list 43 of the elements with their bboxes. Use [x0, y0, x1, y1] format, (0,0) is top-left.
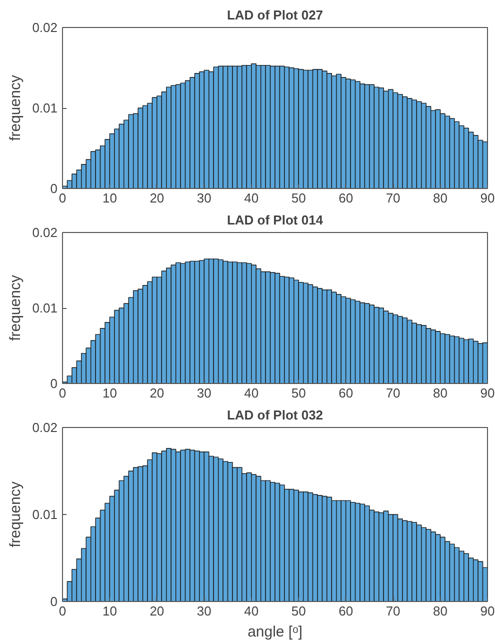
x-tick-label: 10	[102, 190, 117, 206]
x-axis-title: angle [ᵒ]	[248, 624, 302, 640]
chart-title: LAD of Plot 027	[226, 8, 324, 22]
x-tick-label: 10	[102, 386, 117, 400]
x-tick-label: 40	[244, 604, 259, 618]
x-tick-label: 90	[480, 386, 495, 400]
x-tick-label: 80	[433, 604, 448, 618]
y-tick-label: 0	[50, 181, 58, 196]
x-tick-label: 80	[433, 190, 448, 206]
y-axis-title: frequency	[7, 74, 24, 141]
y-tick-label: 0	[50, 376, 58, 391]
x-tick-label: 50	[291, 604, 306, 618]
x-tick-label: 60	[338, 386, 354, 400]
x-tick-label: 60	[338, 190, 354, 206]
x-tick-label: 30	[196, 190, 212, 206]
x-tick-label: 40	[244, 190, 259, 206]
y-tick-label: 0	[50, 594, 58, 609]
x-tick-label: 70	[386, 386, 400, 400]
chart-title: LAD of Plot 014	[226, 212, 324, 228]
x-tick-label: 40	[244, 386, 259, 400]
y-tick-label: 0.01	[32, 507, 58, 522]
y-axis-title: frequency	[7, 274, 24, 341]
x-tick-label: 30	[196, 386, 212, 400]
y-tick-label: 0.02	[32, 225, 58, 240]
x-tick-label: 90	[480, 190, 495, 206]
y-tick-label: 0.02	[32, 20, 58, 35]
x-tick-label: 50	[291, 190, 306, 206]
chart-title: LAD of Plot 032	[226, 408, 324, 422]
x-tick-label: 60	[338, 604, 354, 618]
x-tick-label: 70	[386, 604, 400, 618]
x-tick-label: 80	[433, 386, 448, 400]
x-tick-label: 90	[480, 604, 495, 618]
y-tick-label: 0.01	[32, 300, 58, 316]
x-tick-label: 20	[150, 604, 164, 618]
x-tick-label: 70	[386, 190, 400, 206]
x-tick-label: 30	[196, 604, 212, 618]
y-tick-label: 0.01	[32, 100, 58, 116]
x-tick-label: 20	[150, 190, 164, 206]
x-tick-label: 10	[102, 604, 117, 618]
y-tick-label: 0.02	[32, 420, 58, 435]
x-tick-label: 50	[291, 386, 306, 400]
x-tick-label: 20	[150, 386, 164, 400]
y-axis-title: frequency	[7, 481, 24, 548]
